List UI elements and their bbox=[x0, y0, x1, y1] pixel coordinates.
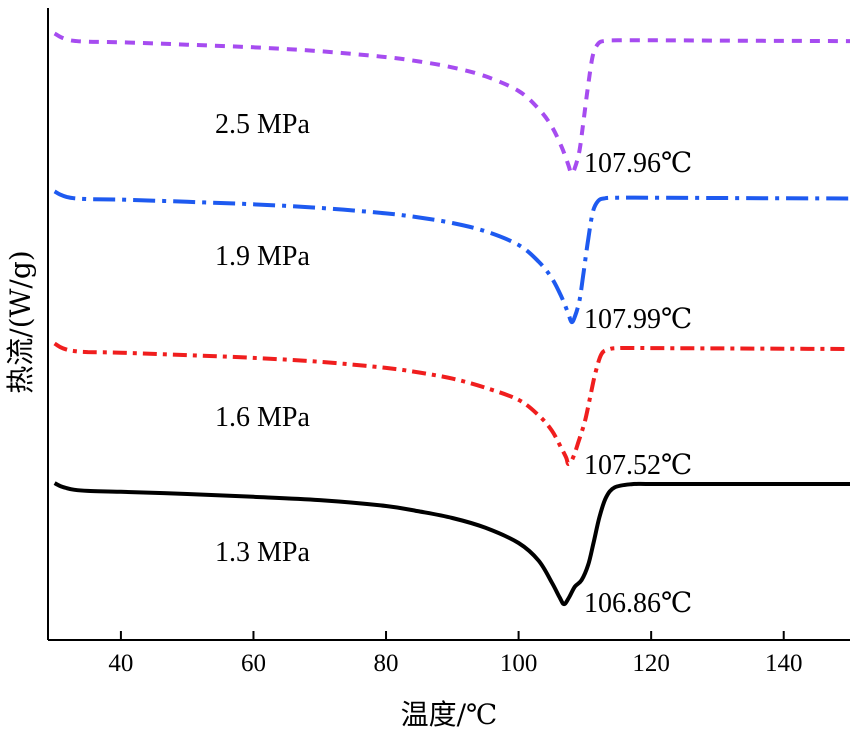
x-tick-label: 40 bbox=[108, 650, 133, 677]
x-tick-label: 140 bbox=[765, 650, 803, 677]
peak-temperature-label: 106.86℃ bbox=[584, 588, 692, 619]
x-tick-label: 80 bbox=[374, 650, 399, 677]
x-ticks: 40 60 80 100 120 140 bbox=[108, 631, 802, 677]
series-lines bbox=[53, 31, 851, 607]
peak-temperature-label: 107.99℃ bbox=[584, 304, 692, 335]
series-name-label: 1.6 MPa bbox=[215, 402, 310, 433]
series-line-1 bbox=[53, 31, 851, 176]
y-axis-title: 热流/(W/g) bbox=[4, 250, 37, 393]
series-line-4 bbox=[53, 481, 850, 607]
x-tick-label: 120 bbox=[632, 650, 670, 677]
x-tick-label: 100 bbox=[500, 650, 538, 677]
peak-temperature-label: 107.52℃ bbox=[584, 450, 692, 481]
x-tick-label: 60 bbox=[241, 650, 266, 677]
series-line-2 bbox=[53, 189, 851, 325]
series-name-label: 1.3 MPa bbox=[215, 537, 310, 568]
series-line-3 bbox=[53, 341, 851, 466]
series-labels: 2.5 MPa 107.96℃ 1.9 MPa 107.99℃ 1.6 MPa 107.5… bbox=[215, 109, 692, 619]
series-name-label: 2.5 MPa bbox=[215, 109, 310, 140]
series-name-label: 1.9 MPa bbox=[215, 241, 310, 272]
peak-temperature-label: 107.96℃ bbox=[584, 148, 692, 179]
x-axis-title: 温度/℃ bbox=[401, 698, 498, 731]
